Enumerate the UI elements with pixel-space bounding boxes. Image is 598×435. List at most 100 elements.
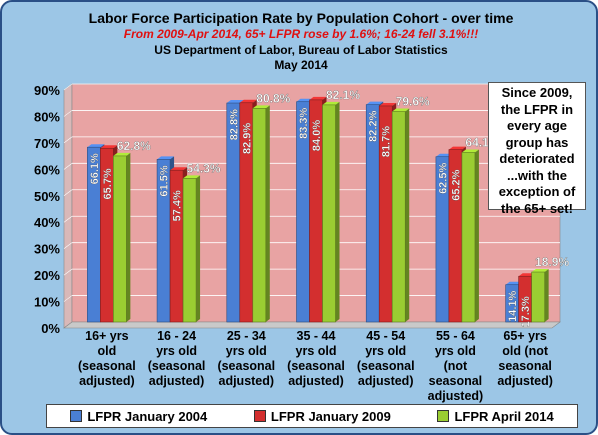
bar-apr-2014-side xyxy=(544,269,549,322)
bar-apr-2014 xyxy=(252,108,267,323)
bar-apr-2014-side xyxy=(405,108,410,322)
x-tick-label: adjusted) xyxy=(428,389,484,403)
bar-apr-2014-side xyxy=(126,152,131,322)
gridline-side xyxy=(63,163,73,170)
bar-apr-2014 xyxy=(391,111,406,323)
bar-apr-2014-top xyxy=(531,269,549,273)
y-tick-label: 20% xyxy=(34,268,60,283)
data-label-apr-2014: 79.6% xyxy=(396,95,430,109)
x-tick-label: yrs old xyxy=(365,344,406,358)
bar-apr-2014 xyxy=(531,271,545,323)
legend-item: LFPR January 2009 xyxy=(253,408,391,424)
bar-apr-2014-side xyxy=(474,149,479,322)
chart-title: Labor Force Participation Rate by Popula… xyxy=(88,10,514,26)
x-tick-label: 16+ yrs xyxy=(85,329,128,343)
data-label-jan-2009: 81.7% xyxy=(381,126,393,157)
data-label-jan-2004: 66.1% xyxy=(89,153,101,184)
bar-jan-2009-top xyxy=(170,167,188,171)
x-tick-label: (seasonal xyxy=(357,359,415,373)
x-tick-label: 35 - 44 xyxy=(297,329,336,343)
data-label-apr-2014: 82.1% xyxy=(326,88,360,102)
y-tick-label: 80% xyxy=(34,109,60,124)
x-tick-label: adjusted) xyxy=(358,374,414,388)
y-tick-label: 30% xyxy=(34,242,60,257)
legend-swatch xyxy=(437,410,450,422)
y-tick-label: 40% xyxy=(34,215,60,230)
gridline-side xyxy=(63,295,73,302)
x-tick-label: adjusted) xyxy=(288,374,344,388)
data-label-jan-2009: 17.3% xyxy=(520,296,532,327)
x-tick-label: yrs old xyxy=(226,344,267,358)
data-label-jan-2004: 83.3% xyxy=(298,108,310,139)
legend-label: LFPR January 2004 xyxy=(87,408,208,424)
gridline-side xyxy=(63,268,73,276)
chart-date: May 2014 xyxy=(274,58,328,72)
x-tick-label: (seasonal xyxy=(78,359,136,373)
data-label-jan-2004: 82.2% xyxy=(368,110,380,141)
legend-swatch xyxy=(70,410,83,422)
data-label-apr-2014: 18.9% xyxy=(535,255,569,269)
x-tick-label: 16 - 24 xyxy=(157,329,196,343)
x-tick-label: seasonal xyxy=(429,374,483,388)
bar-apr-2014 xyxy=(182,178,197,323)
x-tick-label: old (not xyxy=(502,344,549,358)
bar-apr-2014-top xyxy=(252,105,270,109)
annotation-box: Since 2009, the LFPR in every age group … xyxy=(488,82,586,216)
data-label-jan-2009: 65.7% xyxy=(102,168,114,199)
bar-apr-2014-top xyxy=(113,152,131,156)
plot-side-wall xyxy=(63,83,73,329)
x-tick-label: 45 - 54 xyxy=(366,329,405,343)
chart-subtitle: From 2009-Apr 2014, 65+ LFPR rose by 1.6… xyxy=(123,27,479,41)
legend: LFPR January 2004 LFPR January 2009 LFPR A… xyxy=(46,404,578,428)
legend-swatch xyxy=(253,410,266,422)
bar-apr-2014-side xyxy=(196,175,201,322)
legend-item: LFPR April 2014 xyxy=(437,409,554,424)
gridline-side xyxy=(63,242,73,249)
bar-jan-2009-top xyxy=(448,146,466,150)
gridline-side xyxy=(63,215,73,223)
data-label-jan-2004: 14.1% xyxy=(507,291,519,322)
bar-apr-2014 xyxy=(113,155,127,323)
x-tick-label: adjusted) xyxy=(219,374,275,388)
data-label-jan-2009: 57.4% xyxy=(172,190,184,221)
gridline-side xyxy=(63,189,73,197)
y-tick-label: 50% xyxy=(34,189,60,204)
gridline-side xyxy=(63,136,73,144)
bar-apr-2014 xyxy=(461,152,476,323)
y-tick-label: 90% xyxy=(34,83,60,98)
bar-jan-2009-top xyxy=(379,102,397,106)
bar-jan-2009-top xyxy=(239,99,257,103)
x-tick-label: (seasonal xyxy=(217,359,275,373)
gridline-side xyxy=(63,110,73,117)
y-tick-label: 10% xyxy=(34,295,60,310)
data-label-jan-2009: 82.9% xyxy=(241,123,253,154)
x-tick-label: (not xyxy=(444,359,468,373)
bar-jan-2004-top xyxy=(157,156,175,160)
bar-jan-2009-top xyxy=(309,96,327,100)
legend-item: LFPR January 2004 xyxy=(70,409,207,424)
bar-apr-2014-top xyxy=(392,108,410,112)
bar-jan-2004-top xyxy=(87,144,105,148)
bar-apr-2014-side xyxy=(335,101,340,322)
data-label-jan-2004: 61.5% xyxy=(159,165,171,196)
x-tick-label: (seasonal xyxy=(148,359,206,373)
x-tick-label: adjusted) xyxy=(149,374,205,388)
x-tick-label: yrs old xyxy=(435,344,476,358)
x-tick-label: old xyxy=(97,344,116,358)
plot-floor xyxy=(63,321,561,329)
data-label-jan-2004: 82.8% xyxy=(228,109,240,140)
x-tick-label: 65+ yrs xyxy=(503,329,546,343)
x-tick-label: (seasonal xyxy=(287,359,345,373)
data-label-jan-2009: 65.2% xyxy=(450,169,462,200)
bar-apr-2014-top xyxy=(183,175,201,179)
legend-label: LFPR January 2009 xyxy=(270,408,391,424)
bar-apr-2014-side xyxy=(265,105,270,322)
x-tick-label: 25 - 34 xyxy=(227,329,266,343)
bar-jan-2009-top xyxy=(100,145,118,149)
bar-apr-2014-top xyxy=(322,101,340,105)
x-tick-label: seasonal xyxy=(498,359,552,373)
bar-apr-2014 xyxy=(322,104,336,323)
data-label-apr-2014: 54.3% xyxy=(187,161,221,175)
